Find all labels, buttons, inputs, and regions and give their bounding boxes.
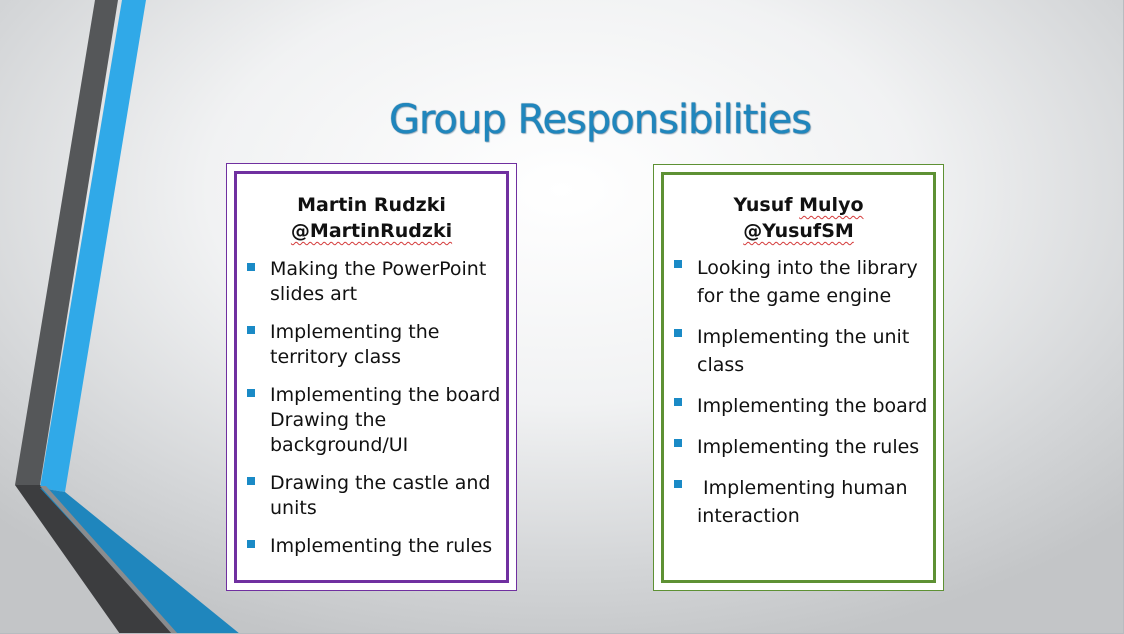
blue-stripe-upper (40, 0, 146, 492)
member-handle: @YusufSM (664, 218, 933, 244)
bullet-icon (674, 439, 682, 447)
list-item: Making the PowerPoint slides art (237, 257, 506, 307)
member-name: Martin Rudzki (297, 194, 446, 216)
dark-stripe-lower (15, 485, 175, 633)
blue-stripe-lower (40, 488, 239, 633)
bullet-icon (247, 477, 255, 485)
bullet-icon (674, 260, 682, 268)
dark-stripe-upper (15, 0, 118, 485)
decorative-stripes (15, 0, 239, 633)
bullet-icon (674, 480, 682, 488)
responsibility-list: Making the PowerPoint slides art Impleme… (237, 257, 506, 559)
list-item: Implementing the rules (237, 534, 506, 559)
list-item: Implementing the board Drawing the backg… (237, 383, 506, 458)
member-card-yusuf-inner: Yusuf Mulyo @YusufSM Looking into the li… (661, 172, 936, 583)
slide-title: Group Responsibilities (388, 97, 812, 143)
list-item: Implementing the board (664, 392, 933, 420)
list-item: Implementing the unit class (664, 323, 933, 379)
member-card-martin-inner: Martin Rudzki @MartinRudzki Making the P… (234, 171, 509, 583)
member-card-martin: Martin Rudzki @MartinRudzki Making the P… (226, 163, 517, 591)
bullet-icon (674, 398, 682, 406)
bullet-icon (247, 540, 255, 548)
list-item: Implementing human interaction (664, 474, 933, 530)
member-handle-text: @MartinRudzki (290, 220, 453, 242)
list-item: Looking into the library for the game en… (664, 254, 933, 310)
member-card-yusuf: Yusuf Mulyo @YusufSM Looking into the li… (653, 164, 944, 591)
responsibility-list: Looking into the library for the game en… (664, 254, 933, 530)
bullet-icon (674, 329, 682, 337)
bullet-icon (247, 326, 255, 334)
list-item: Implementing the territory class (237, 320, 506, 370)
bullet-icon (247, 263, 255, 271)
member-handle: @MartinRudzki (237, 218, 506, 244)
list-item: Implementing the rules (664, 433, 933, 461)
member-name: Yusuf Mulyo (733, 194, 864, 216)
light-stripe-lower (40, 486, 178, 633)
member-handle-text: @YusufSM (743, 220, 854, 242)
list-item: Drawing the castle and units (237, 471, 506, 521)
bullet-icon (247, 389, 255, 397)
member-name-last: Mulyo (799, 194, 864, 216)
